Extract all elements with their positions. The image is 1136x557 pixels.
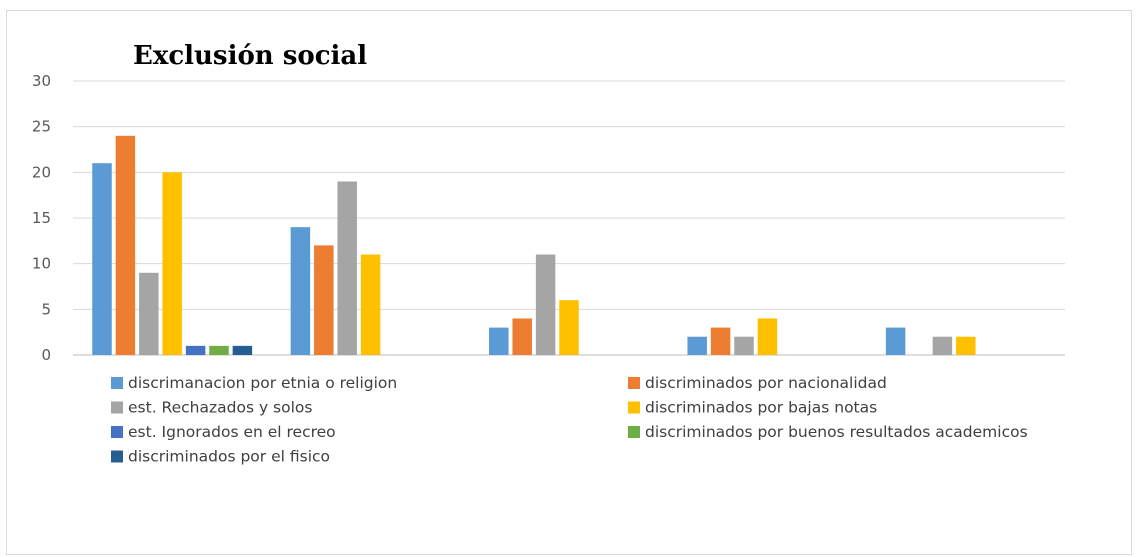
legend-swatch (628, 377, 640, 389)
legend-item: discriminados por nacionalidad (628, 374, 887, 392)
legend-label: discriminados por el fisico (128, 448, 330, 466)
legend-item: discriminados por bajas notas (628, 399, 877, 417)
legend-item: discriminados por buenos resultados acad… (628, 423, 1028, 441)
legend-swatch (111, 401, 123, 414)
chart-title: Exclusión social (133, 41, 367, 71)
legend-swatch (111, 426, 123, 438)
chart-frame: Exclusión social 0 5 10 15 20 25 30 discrimana… (6, 10, 1132, 555)
bar (559, 300, 579, 355)
legend-label: est. Ignorados en el recreo (128, 423, 336, 441)
legend-label: est. Rechazados y solos (128, 399, 312, 417)
bar (209, 345, 229, 355)
legend-label: discriminados por bajas notas (645, 399, 877, 417)
bar (115, 135, 136, 355)
bar (535, 254, 556, 355)
bar (185, 345, 206, 355)
bar (512, 318, 532, 355)
bar (360, 254, 381, 355)
legend-swatch (628, 401, 640, 414)
legend-swatch (628, 426, 640, 438)
bar (885, 327, 906, 355)
legend-item: discrimanacion por etnia o religion (111, 374, 397, 392)
bar (162, 172, 182, 355)
bar (232, 345, 253, 355)
y-tick-label: 10 (32, 255, 51, 273)
y-tick-label: 20 (32, 163, 51, 181)
bar (710, 327, 731, 355)
legend-label: discrimanacion por etnia o religion (128, 374, 397, 392)
bar (337, 181, 357, 355)
bars (92, 135, 976, 355)
y-tick-label: 5 (41, 300, 51, 318)
bar (956, 336, 976, 355)
legend-label: discriminados por buenos resultados acad… (645, 423, 1028, 441)
y-tick-label: 25 (32, 118, 51, 136)
bar (92, 163, 112, 355)
legend-swatch (111, 377, 123, 389)
legend: discrimanacion por etnia o religion discr… (111, 374, 1028, 466)
gridlines (73, 80, 1065, 356)
legend-item: est. Ignorados en el recreo (111, 423, 336, 441)
bar (290, 227, 311, 355)
bar (757, 318, 778, 355)
legend-swatch (111, 450, 123, 463)
bar (734, 336, 754, 355)
y-axis-tick-labels: 0 5 10 15 20 25 30 (32, 72, 51, 364)
bar-chart: Exclusión social 0 5 10 15 20 25 30 discrimana… (32, 41, 1065, 466)
legend-item: discriminados por el fisico (111, 448, 330, 466)
y-tick-label: 15 (32, 209, 51, 227)
bar (314, 245, 334, 355)
y-tick-label: 30 (32, 72, 51, 90)
bar (687, 336, 707, 355)
legend-label: discriminados por nacionalidad (645, 374, 887, 392)
legend-item: est. Rechazados y solos (111, 399, 312, 417)
bar (932, 336, 953, 355)
bar (139, 272, 159, 355)
y-tick-label: 0 (41, 346, 51, 364)
bar (489, 327, 509, 355)
